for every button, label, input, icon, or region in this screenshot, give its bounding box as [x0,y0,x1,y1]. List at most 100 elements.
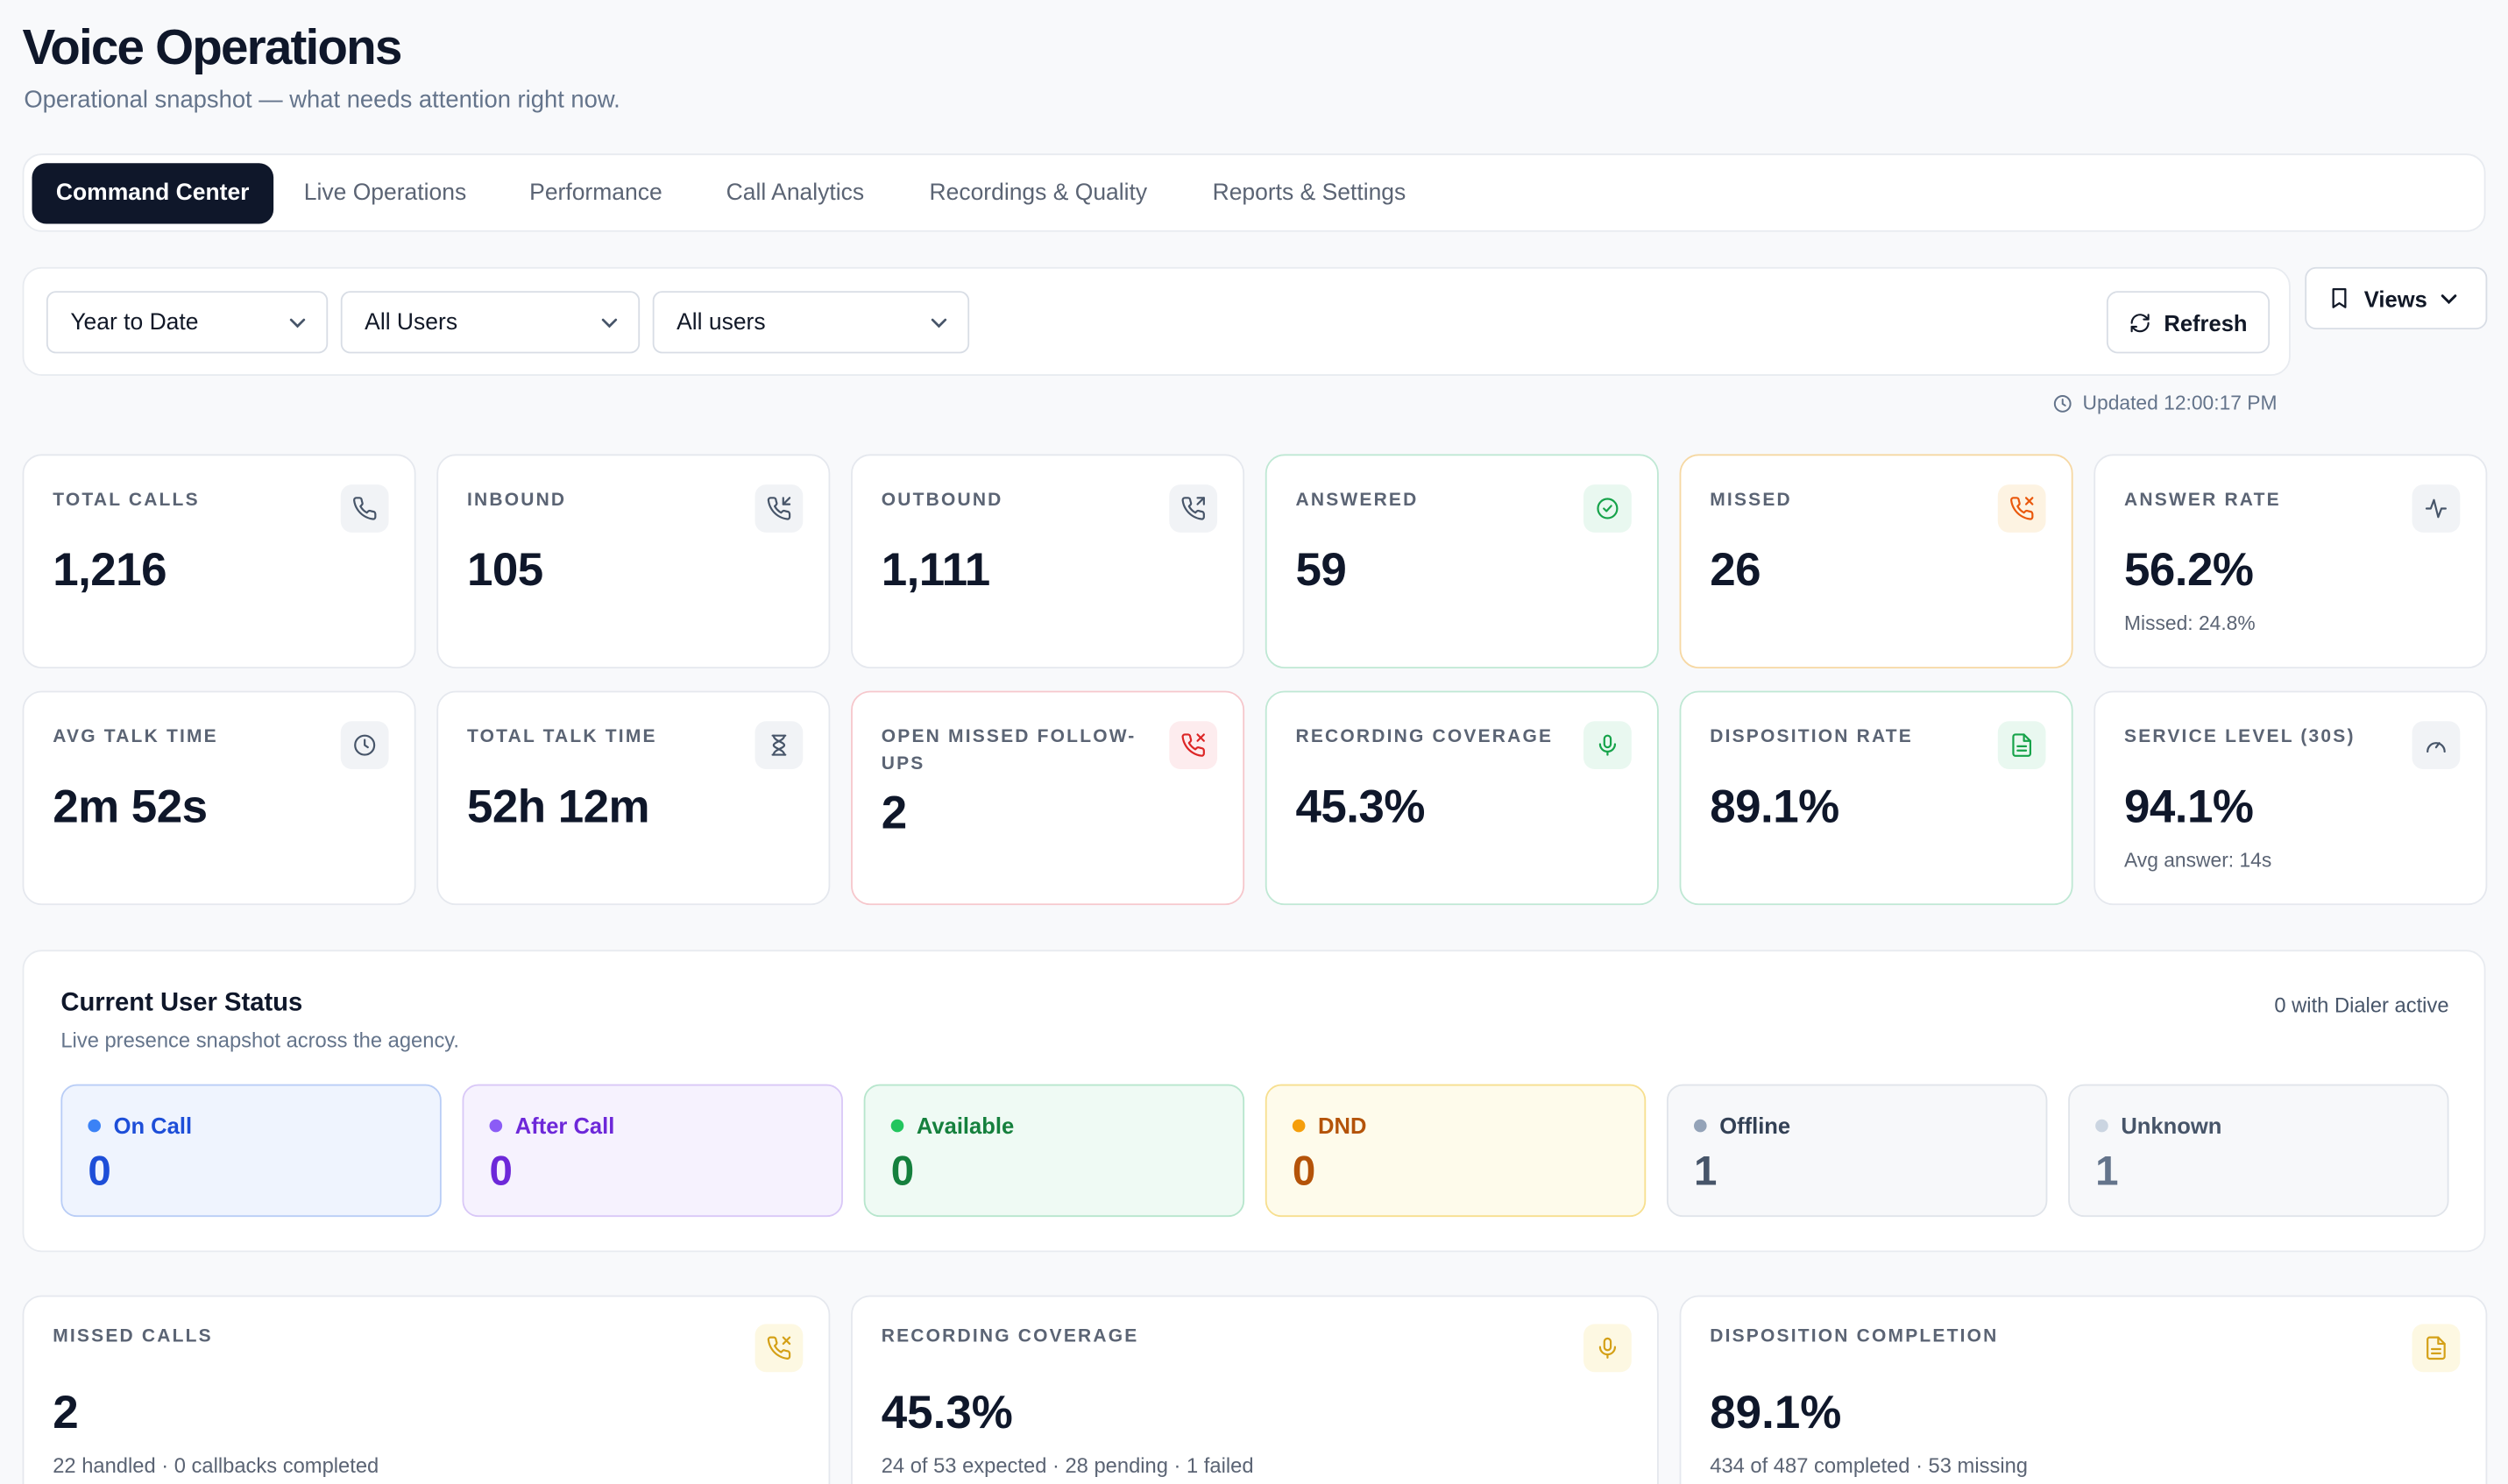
status-value: 1 [2095,1146,2119,1195]
status-dot [890,1119,904,1133]
tab-live-operations[interactable]: Live Operations [303,180,467,207]
refresh-label: Refresh [2164,309,2248,336]
phone-icon [340,484,389,533]
mic-icon [1583,1324,1632,1373]
check-circle-icon [1583,484,1632,533]
kpi-label: OPEN MISSED FOLLOW-UPS [881,727,1137,774]
phone-missed-icon [755,1324,804,1373]
views-label: Views [2363,285,2427,312]
page-subtitle: Operational snapshot — what needs attent… [24,86,620,114]
phone-off-icon [1169,721,1218,770]
status-label: On Call [113,1113,193,1139]
kpi-label: ANSWERED [1295,491,1419,511]
kpi-sub: Avg answer: 14s [2123,849,2272,872]
phone-outgoing-icon [1169,484,1218,533]
kpi-label: DISPOSITION RATE [1710,727,1914,747]
tab-performance[interactable]: Performance [529,180,662,207]
refresh-icon [2130,313,2150,332]
status-dot [1292,1119,1306,1133]
mic-icon [1583,721,1632,770]
missed-calls-card: MISSED CALLS 2 22 handled · 0 callbacks … [22,1295,831,1484]
kpi-value: 2m 52s [53,781,208,834]
card-label: MISSED CALLS [53,1327,213,1346]
card-value: 2 [53,1388,79,1439]
period-select[interactable]: Year to Date [46,291,329,354]
kpi-value: 2 [881,788,907,840]
kpi-card-outbound: OUTBOUND 1,111 [851,454,1245,669]
status-value: 1 [1693,1146,1718,1195]
hourglass-icon [755,721,804,770]
kpi-label: RECORDING COVERAGE [1295,727,1554,747]
user-filter-select[interactable]: All users [652,291,970,354]
phone-missed-icon [1997,484,2046,533]
kpi-card-total-calls: TOTAL CALLS 1,216 [22,454,416,669]
status-label: After Call [514,1113,615,1139]
refresh-button[interactable]: Refresh [2106,291,2271,354]
kpi-label: INBOUND [466,491,567,511]
kpi-label: TOTAL CALLS [53,491,200,511]
card-sub: 22 handled · 0 callbacks completed [53,1453,379,1478]
status-label: Available [916,1113,1015,1139]
file-text-icon [1997,721,2046,770]
kpi-label: MISSED [1710,491,1792,511]
chevron-down-icon [289,318,306,329]
kpi-card-open-missed-follow-ups: OPEN MISSED FOLLOW-UPS 2 [851,690,1245,906]
user-status-panel: Current User Status Live presence snapsh… [22,950,2486,1253]
status-offline: Offline 1 [1666,1084,2048,1218]
kpi-value: 45.3% [1295,781,1425,834]
users-select-value: All Users [365,309,458,336]
last-updated: Updated 12:00:17 PM [2052,392,2278,414]
clock-icon [340,721,389,770]
status-value: 0 [88,1146,111,1195]
activity-icon [2412,484,2461,533]
chevron-down-icon [601,318,618,329]
status-dot [1693,1119,1707,1133]
status-value: 0 [489,1146,513,1195]
status-label: Unknown [2121,1113,2222,1139]
user-filter-select-value: All users [677,309,766,336]
kpi-card-disposition-rate: DISPOSITION RATE 89.1% [1679,690,2073,906]
tab-bar: Command Center Live Operations Performan… [22,153,2486,232]
status-dot [489,1119,503,1133]
updated-text: Updated 12:00:17 PM [2082,392,2278,414]
dialer-active-note: 0 with Dialer active [2274,993,2449,1017]
bookmark-icon [2332,288,2347,308]
card-label: RECORDING COVERAGE [881,1327,1139,1346]
phone-incoming-icon [755,484,804,533]
kpi-value: 89.1% [1710,781,1839,834]
kpi-value: 1,216 [53,545,166,597]
status-value: 0 [890,1146,915,1195]
disposition-completion-card: DISPOSITION COMPLETION 89.1% 434 of 487 … [1679,1295,2488,1484]
user-status-subtitle: Live presence snapshot across the agency… [60,1028,460,1053]
kpi-label: ANSWER RATE [2123,491,2281,511]
kpi-card-answer-rate: ANSWER RATE 56.2% Missed: 24.8% [2094,454,2488,669]
status-after-call: After Call 0 [462,1084,843,1218]
user-status-title: Current User Status [60,989,303,1017]
kpi-sub: Missed: 24.8% [2123,612,2256,635]
page-title: Voice Operations [22,18,403,75]
status-unknown: Unknown 1 [2068,1084,2449,1218]
status-available: Available 0 [863,1084,1245,1218]
chevron-down-icon [931,318,947,329]
status-on-call: On Call 0 [60,1084,442,1218]
views-button[interactable]: Views [2305,266,2488,330]
kpi-card-inbound: INBOUND 105 [436,454,831,669]
users-select[interactable]: All Users [340,291,641,354]
card-value: 45.3% [881,1388,1013,1439]
kpi-card-total-talk-time: TOTAL TALK TIME 52h 12m [436,690,831,906]
tab-call-analytics[interactable]: Call Analytics [726,180,865,207]
tab-recordings-quality[interactable]: Recordings & Quality [929,180,1148,207]
kpi-value: 1,111 [881,545,990,597]
chevron-down-icon [2441,293,2458,304]
filter-bar: Year to Date All Users All users Refresh [22,266,2291,376]
card-sub: 24 of 53 expected · 28 pending · 1 faile… [881,1453,1254,1478]
kpi-label: OUTBOUND [881,491,1003,511]
tab-command-center[interactable]: Command Center [32,163,273,224]
kpi-value: 26 [1710,545,1761,597]
kpi-card-answered: ANSWERED 59 [1265,454,1659,669]
card-value: 89.1% [1710,1388,1842,1439]
tab-reports-settings[interactable]: Reports & Settings [1212,180,1406,207]
period-select-value: Year to Date [70,309,199,336]
kpi-label: TOTAL TALK TIME [466,727,657,747]
kpi-value: 56.2% [2123,545,2254,597]
